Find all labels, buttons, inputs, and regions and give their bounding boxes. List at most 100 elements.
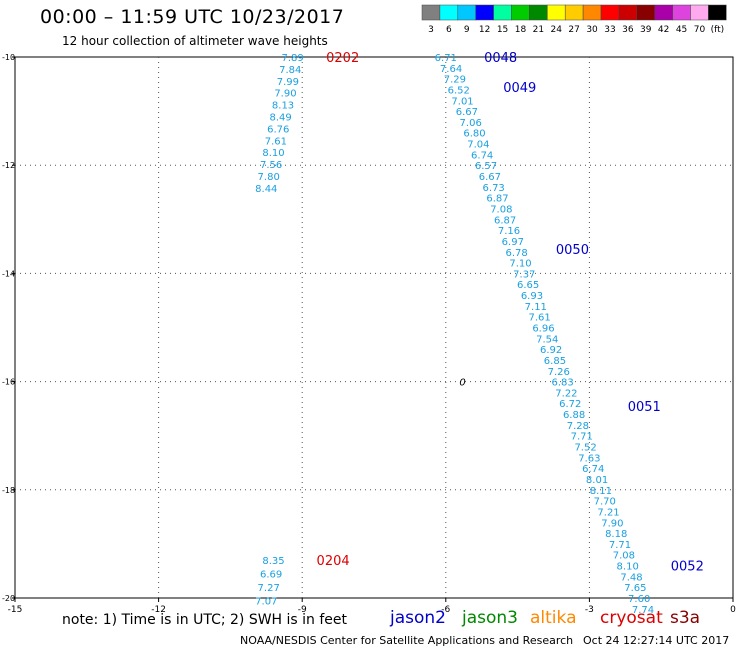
x-tick-label: -15 [8, 605, 23, 615]
colorbar-label: 45 [676, 25, 687, 35]
wave-height-value: 6.78 [506, 248, 528, 259]
chart-annotation: 0 [459, 378, 465, 389]
wave-height-value: 7.54 [536, 334, 558, 345]
wave-height-value: 6.87 [494, 215, 516, 226]
x-tick-label: -3 [585, 605, 594, 615]
colorbar-label: 24 [551, 25, 563, 35]
x-tick-label: 0 [730, 605, 736, 615]
y-tick-label: -18 [2, 486, 15, 495]
colorbar-label: 18 [515, 25, 527, 35]
wave-height-value: 7.28 [567, 421, 589, 432]
wave-height-value: 6.97 [502, 237, 524, 248]
colorbar-label: 15 [497, 25, 508, 35]
wave-height-value: 6.69 [260, 570, 282, 581]
legend-cryosat: cryosat [600, 608, 663, 628]
wave-height-value: 6.67 [456, 107, 478, 118]
wave-height-value: 6.80 [463, 129, 485, 140]
color-scale-legend: 3 6 9 12 15 18 21 24 27 30 33 36 39 42 45 70 (ft) [421, 4, 727, 35]
wave-height-value: 8.01 [586, 475, 608, 486]
wave-height-value: 7.08 [490, 204, 512, 215]
wave-height-value: 6.65 [517, 280, 539, 291]
wave-height-value: 7.90 [274, 89, 296, 100]
wave-height-value: 7.08 [613, 551, 635, 562]
wave-height-value: 6.73 [483, 183, 505, 194]
wave-height-value: 7.99 [277, 77, 299, 88]
wave-height-value: 6.76 [267, 124, 289, 135]
wave-height-value: 7.64 [440, 64, 462, 75]
legend-s3a: s3a [670, 608, 701, 628]
wave-height-value: 6.57 [475, 161, 497, 172]
wave-height-value: 7.84 [279, 65, 301, 76]
wave-height-value: 7.22 [555, 388, 577, 399]
colorbar-label: 27 [568, 25, 579, 35]
wave-height-value: 6.52 [448, 85, 470, 96]
chart-subtitle: 12 hour collection of altimeter wave hei… [62, 34, 328, 48]
wave-height-value: 6.85 [544, 356, 566, 367]
wave-height-value: 7.11 [525, 302, 547, 313]
wave-height-value: 7.26 [548, 367, 570, 378]
y-tick-label: -12 [2, 161, 15, 170]
pass-time-label: 0048 [484, 51, 517, 66]
wave-height-value: 8.18 [605, 529, 627, 540]
wave-height-value: 7.65 [624, 583, 646, 594]
colorbar-swatch [708, 4, 727, 21]
wave-height-value: 6.67 [479, 172, 501, 183]
colorbar-label: 70 [694, 25, 706, 35]
wave-height-value: 7.56 [260, 160, 282, 171]
wave-height-value: 7.10 [509, 259, 531, 270]
legend-jason2: jason2 [390, 608, 446, 628]
pass-time-label: 0051 [628, 400, 661, 415]
wave-height-value: 7.80 [258, 172, 280, 183]
wave-height-value: 6.74 [582, 464, 604, 475]
wave-height-value: 7.63 [578, 453, 600, 464]
wave-height-value: 7.52 [574, 443, 596, 454]
colorbar-label: 12 [479, 25, 490, 35]
wave-height-value: 8.35 [262, 556, 284, 567]
wave-height-value: 7.90 [601, 518, 623, 529]
pass-time-label: 0050 [556, 243, 589, 258]
wave-height-value: 8.13 [272, 101, 294, 112]
pass-time-label: 0204 [317, 554, 350, 569]
wave-height-value: 7.74 [632, 605, 654, 616]
y-tick-label: -16 [2, 378, 15, 387]
wave-height-value: 7.71 [609, 540, 631, 551]
wave-height-value: 7.07 [255, 597, 277, 608]
legend-altika: altika [530, 608, 577, 628]
wave-height-value: 6.83 [551, 378, 573, 389]
colorbar-label: 39 [640, 25, 652, 35]
wave-height-value: 6.74 [471, 150, 493, 161]
credit-text: NOAA/NESDIS Center for Satellite Applica… [240, 634, 574, 647]
colorbar-label: 30 [586, 25, 598, 35]
plot-frame [14, 56, 734, 599]
colorbar-label: 36 [622, 25, 634, 35]
wave-height-value: 6.96 [532, 324, 554, 335]
wave-height-value: 7.16 [498, 226, 520, 237]
wave-height-value: 8.44 [255, 184, 277, 195]
y-tick-label: -10 [2, 53, 15, 62]
colorbar-label: 3 [428, 25, 434, 35]
wave-height-value: 7.29 [444, 75, 466, 86]
chart-title: 00:00 – 11:59 UTC 10/23/2017 [40, 6, 345, 28]
wave-height-value: 8.11 [590, 486, 612, 497]
x-tick-label: -6 [441, 605, 450, 615]
x-tick-label: -12 [151, 605, 166, 615]
pass-time-label: 0052 [671, 560, 704, 575]
wave-height-value: 7.71 [571, 432, 593, 443]
colorbar-label: (ft) [711, 25, 725, 35]
wave-height-value: 7.60 [628, 594, 650, 605]
y-tick-label: -14 [2, 269, 15, 278]
wave-height-value: 8.49 [270, 113, 292, 124]
x-tick-label: -9 [298, 605, 307, 615]
wave-height-value: 6.92 [540, 345, 562, 356]
wave-height-value: 7.89 [281, 53, 303, 64]
wave-height-value: 7.37 [513, 269, 535, 280]
wave-height-value: 7.06 [460, 118, 482, 129]
colorbar-label: 21 [533, 25, 544, 35]
wave-height-value: 7.04 [467, 140, 489, 151]
wave-height-value: 7.61 [265, 136, 287, 147]
units-note: note: 1) Time is in UTC; 2) SWH is in fe… [62, 612, 348, 628]
y-tick-label: -20 [2, 594, 15, 603]
pass-time-label: 0049 [503, 81, 536, 96]
wave-height-value: 6.71 [435, 53, 457, 64]
